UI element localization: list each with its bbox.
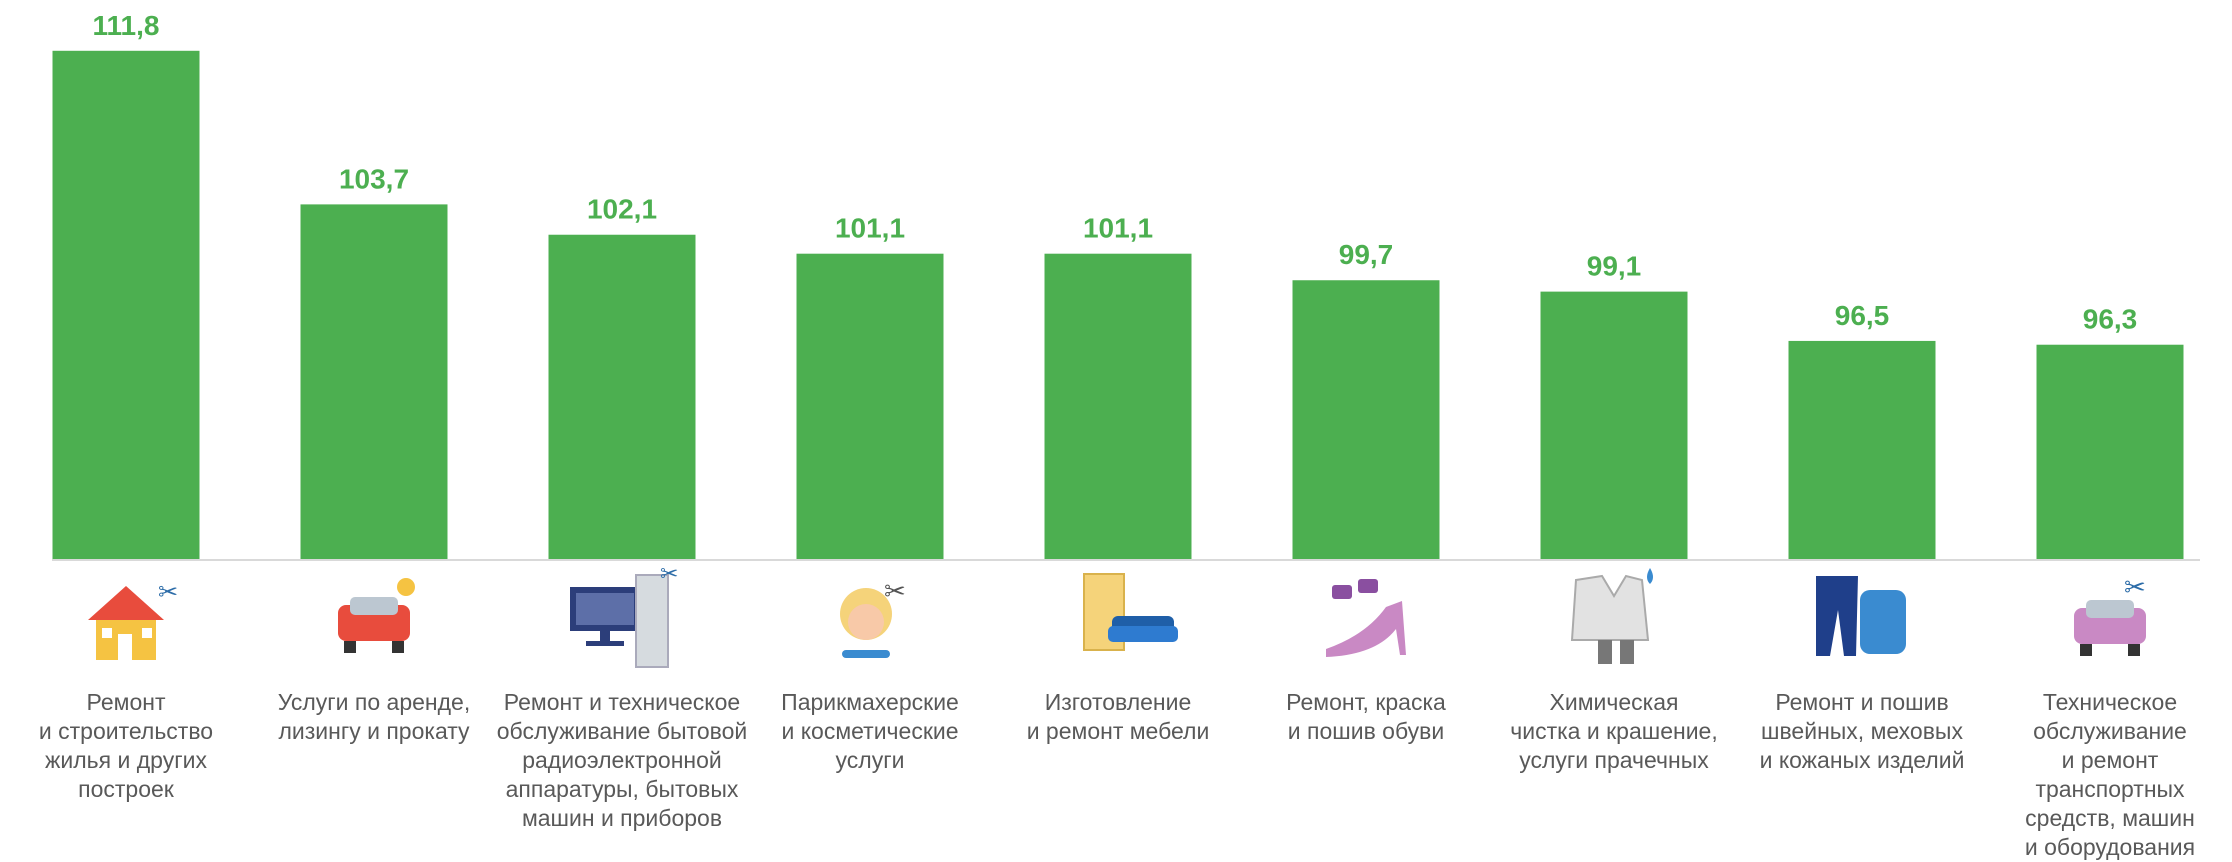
- icon-car-service: ✂: [2074, 572, 2146, 656]
- category-label: Услуги по аренде, лизингу и прокату: [277, 689, 471, 744]
- value-label: 96,5: [1835, 300, 1890, 331]
- icon-appliances: ✂: [570, 561, 678, 668]
- svg-text:✂: ✂: [884, 576, 906, 606]
- bar: [2036, 344, 2184, 559]
- value-label: 99,1: [1587, 251, 1642, 282]
- bar: [548, 234, 696, 559]
- value-label: 101,1: [835, 213, 905, 244]
- bar: [1540, 291, 1688, 559]
- svg-text:✂: ✂: [660, 561, 678, 586]
- value-label: 96,3: [2083, 304, 2138, 335]
- value-label: 99,7: [1339, 239, 1394, 270]
- value-label: 103,7: [339, 163, 409, 194]
- category-label: Парикмахерские и косметические услуги: [781, 689, 959, 773]
- category-label: Изготовление и ремонт мебели: [1026, 689, 1210, 744]
- icon-shoes: [1326, 579, 1406, 657]
- icon-clothes: [1816, 576, 1906, 656]
- value-label: 111,8: [93, 10, 160, 41]
- icon-hairdresser: ✂: [840, 576, 906, 658]
- icons: ✂ ✂ ✂: [88, 561, 2146, 668]
- category-label: Техническое обслуживание и ремонт трансп…: [2024, 689, 2196, 860]
- bar: [1788, 340, 1936, 559]
- bar: [796, 253, 944, 559]
- icon-suit: [1570, 568, 1653, 664]
- category-label: Ремонт и строительство жилья и других по…: [38, 689, 214, 802]
- bar: [52, 50, 200, 559]
- icon-car: [338, 578, 415, 653]
- icon-house: ✂: [88, 579, 178, 660]
- bar: [1044, 253, 1192, 559]
- bar: [1292, 280, 1440, 559]
- svg-text:✂: ✂: [2124, 572, 2146, 602]
- value-label: 102,1: [587, 194, 657, 225]
- bar: [300, 204, 448, 560]
- category-label: Ремонт и пошив швейных, меховых и кожаны…: [1759, 689, 1965, 773]
- svg-text:✂: ✂: [158, 579, 178, 606]
- category-label: Химическая чистка и крашение, услуги пра…: [1510, 689, 1718, 773]
- category-label: Ремонт и техническое обслуживание бытово…: [496, 689, 748, 831]
- value-label: 101,1: [1083, 213, 1153, 244]
- category-label: Ремонт, краска и пошив обуви: [1286, 689, 1446, 744]
- icon-furniture: [1083, 573, 1178, 651]
